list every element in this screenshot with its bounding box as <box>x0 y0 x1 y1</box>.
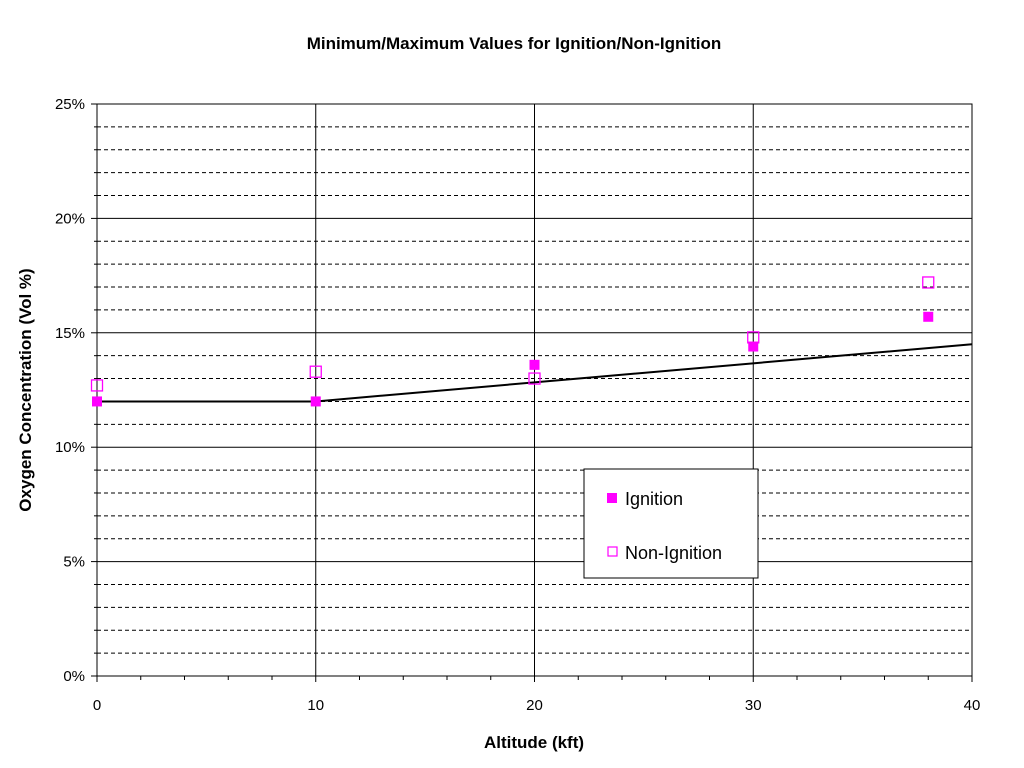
gridlines <box>97 104 972 676</box>
ignition-point <box>923 311 934 322</box>
non-ignition-point <box>309 365 322 378</box>
x-tick-label: 20 <box>526 697 543 714</box>
y-tick-label: 5% <box>63 554 85 571</box>
legend-box <box>583 468 759 579</box>
plot-border <box>96 103 973 677</box>
ignition-point <box>529 359 540 370</box>
ignition-point <box>92 396 102 407</box>
x-tick-label: 30 <box>745 697 762 714</box>
x-axis-ticks: 0 10 20 30 40 <box>93 676 981 714</box>
non-ignition-point <box>922 276 935 289</box>
y-tick-label: 10% <box>55 439 85 456</box>
legend-marker-non-ignition <box>607 546 618 557</box>
non-ignition-point <box>90 379 104 392</box>
x-tick-label: 40 <box>964 697 981 714</box>
non-ignition-point <box>528 372 541 385</box>
y-tick-label: 0% <box>63 668 85 685</box>
data-points <box>90 276 935 407</box>
ignition-point <box>748 341 759 352</box>
legend-label-non-ignition: Non-Ignition <box>625 543 722 563</box>
y-tick-label: 20% <box>55 210 85 227</box>
legend: Ignition Non-Ignition <box>583 468 759 579</box>
y-axis-ticks: 0% 5% 10% 15% 20% 25% <box>55 96 97 685</box>
legend-label-ignition: Ignition <box>625 489 683 509</box>
x-axis-label: Altitude (kft) <box>484 733 584 752</box>
chart-title: Minimum/Maximum Values for Ignition/Non-… <box>307 34 722 53</box>
legend-marker-ignition <box>607 493 617 503</box>
y-axis-label: Oxygen Concentration (Vol %) <box>16 268 35 511</box>
ignition-point <box>310 396 321 407</box>
non-ignition-point <box>747 331 760 344</box>
x-tick-label: 10 <box>307 697 324 714</box>
x-tick-label: 0 <box>93 697 101 714</box>
y-tick-label: 25% <box>55 96 85 113</box>
y-tick-label: 15% <box>55 325 85 342</box>
